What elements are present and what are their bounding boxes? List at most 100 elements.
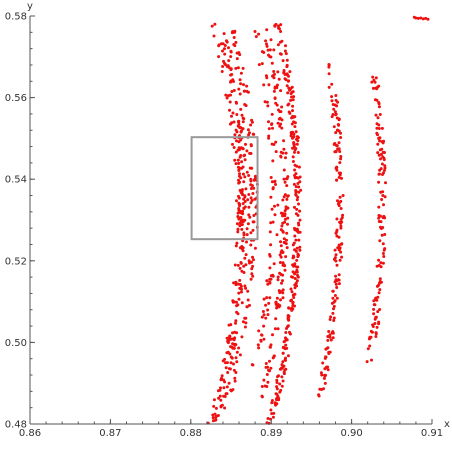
data-point: [284, 52, 288, 56]
data-point: [228, 100, 232, 104]
data-point: [222, 59, 225, 63]
data-point: [212, 404, 216, 408]
data-point: [339, 207, 343, 210]
data-point: [235, 350, 239, 354]
data-point: [260, 333, 263, 337]
data-point: [379, 214, 382, 218]
data-point: [240, 290, 243, 294]
data-point: [243, 195, 247, 199]
data-point: [233, 379, 237, 383]
data-point: [265, 100, 269, 104]
data-point: [282, 168, 286, 172]
data-point: [241, 246, 245, 250]
data-point: [279, 255, 283, 259]
data-point: [242, 180, 246, 184]
data-point: [283, 358, 287, 362]
data-point: [337, 273, 341, 277]
data-point: [289, 98, 293, 102]
data-point: [335, 263, 339, 267]
data-point: [263, 384, 267, 388]
data-point: [232, 362, 235, 366]
data-point: [227, 66, 231, 69]
data-point: [220, 403, 224, 407]
data-point: [239, 71, 243, 75]
data-point: [234, 283, 238, 287]
data-point: [272, 262, 276, 266]
data-point: [252, 214, 256, 217]
data-point: [273, 327, 277, 331]
data-point: [340, 220, 344, 224]
data-point: [291, 98, 295, 102]
data-point: [220, 70, 224, 73]
data-point: [379, 157, 382, 161]
data-point: [266, 380, 270, 384]
data-point: [295, 246, 299, 250]
data-point: [383, 247, 387, 251]
data-point: [267, 301, 271, 305]
data-point: [334, 166, 338, 170]
data-point: [266, 308, 270, 312]
data-point: [223, 395, 227, 398]
data-point: [231, 78, 235, 82]
data-point: [218, 388, 222, 392]
data-point: [239, 82, 243, 86]
data-point: [272, 70, 276, 73]
data-point: [285, 238, 288, 242]
data-point: [376, 142, 380, 146]
data-point: [290, 308, 294, 312]
data-point: [371, 86, 375, 90]
data-point: [419, 16, 423, 20]
data-point: [281, 288, 285, 292]
data-point: [244, 104, 248, 108]
data-point: [265, 296, 269, 300]
y-axis-ticks: 0.48 0.50 0.52 0.54 0.56 0.58: [5, 12, 35, 431]
data-point: [295, 207, 299, 211]
data-point: [279, 367, 283, 371]
data-point: [247, 259, 251, 263]
data-point: [233, 133, 237, 137]
data-point: [236, 66, 240, 70]
data-point: [337, 147, 341, 151]
data-point: [213, 412, 217, 416]
data-point: [227, 59, 231, 63]
data-point: [238, 278, 242, 282]
data-point: [247, 174, 251, 177]
data-point: [268, 280, 272, 284]
data-point: [237, 291, 241, 295]
data-point: [335, 296, 339, 300]
data-point: [332, 316, 336, 320]
data-point: [281, 151, 285, 155]
data-point: [295, 258, 299, 262]
data-point: [334, 143, 338, 147]
data-point: [283, 193, 287, 197]
data-point: [338, 161, 342, 165]
y-tick-label: 0.54: [5, 175, 27, 186]
data-point: [225, 336, 229, 340]
data-point: [283, 180, 287, 184]
data-point: [267, 134, 271, 138]
data-point: [291, 146, 294, 150]
data-point: [252, 258, 255, 262]
data-point: [380, 162, 384, 166]
data-point: [243, 325, 247, 329]
data-point: [279, 154, 283, 158]
data-point: [275, 385, 279, 389]
data-point: [242, 83, 245, 87]
data-point: [265, 28, 269, 32]
data-point: [243, 205, 247, 209]
data-point: [294, 130, 298, 134]
data-point: [271, 220, 275, 224]
data-point: [246, 198, 250, 202]
data-point: [276, 43, 280, 47]
data-point: [292, 132, 296, 136]
data-point: [282, 195, 286, 199]
data-point: [279, 388, 283, 392]
data-point: [374, 335, 378, 338]
data-point: [372, 307, 376, 311]
data-point: [338, 150, 342, 153]
data-point: [290, 122, 294, 126]
data-point: [241, 320, 245, 324]
data-point: [281, 351, 285, 355]
data-point: [274, 403, 278, 407]
